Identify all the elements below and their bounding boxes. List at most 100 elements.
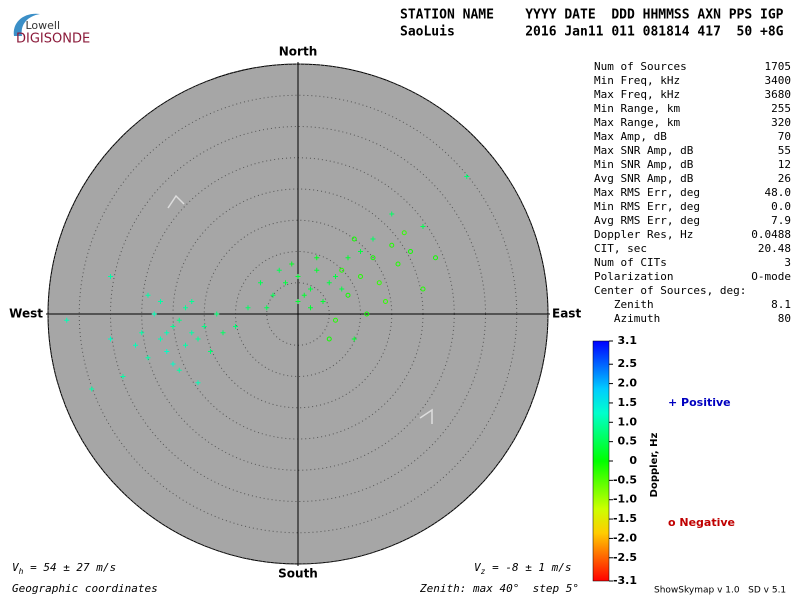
legend-entry: o Negative: [668, 516, 735, 529]
zenith-label: Zenith: max 40° step 5°: [419, 582, 579, 595]
stat-label: Avg SNR Amp, dB: [594, 172, 694, 185]
positive-source: [189, 299, 195, 304]
negative-source: [401, 230, 407, 236]
colorbar-tick-label: 3.1: [618, 334, 638, 347]
positive-source: [183, 305, 188, 311]
negative-source: [389, 242, 395, 248]
direction-label: West: [9, 307, 43, 321]
direction-label: East: [552, 307, 581, 321]
sub: h: [19, 567, 24, 576]
positive-source: [195, 336, 201, 342]
negative-source: [364, 311, 370, 317]
positive-source: [345, 255, 351, 261]
stat-label: Center of Sources, deg:: [594, 284, 746, 297]
arrow-decoration: [419, 408, 433, 424]
positive-source: [64, 317, 70, 323]
direction-label: North: [279, 45, 317, 59]
positive-source: [389, 211, 395, 217]
negative-source: [326, 336, 332, 342]
positive-source: [314, 255, 320, 261]
colorbar-tick-label: -3.1: [613, 574, 637, 587]
positive-source: [314, 267, 320, 273]
stat-label: Max Freq, kHz: [594, 88, 680, 101]
negative-source: [370, 255, 376, 261]
negative-source: [358, 274, 363, 279]
positive-source: [208, 349, 213, 354]
header-line: STATION NAME YYYY DATE DDD HHMMSS AXN PP…: [400, 8, 784, 23]
colorbar-tick-label: 0.5: [618, 435, 638, 448]
vz-label: Vz = -8 ± 1 m/s: [474, 561, 572, 576]
stat-label: Min RMS Err, deg: [594, 200, 700, 213]
stat-value: 0.0488: [751, 228, 791, 241]
vh-label: Vh = 54 ± 27 m/s: [12, 561, 116, 576]
colorbar-tick-label: -1.0: [613, 493, 637, 506]
v: V: [12, 561, 20, 574]
positive-source: [164, 330, 170, 336]
positive-source: [464, 174, 470, 179]
colorbar-tick-label: 2.5: [618, 357, 638, 370]
colorbar-tick-label: 1.5: [618, 396, 638, 409]
vh-text: = 54 ± 27 m/s: [23, 561, 116, 574]
stat-label: Min Range, km: [594, 102, 680, 115]
stat-label: Zenith: [594, 298, 654, 311]
direction-label: South: [278, 567, 318, 581]
positive-source: [176, 367, 182, 373]
positive-source: [245, 305, 251, 311]
stat-label: Azimuth: [594, 312, 660, 325]
positive-source: [264, 305, 270, 311]
colorbar-tick-label: 2.0: [618, 377, 638, 390]
stat-value: 20.48: [758, 242, 791, 255]
stat-label: Max RMS Err, deg: [594, 186, 700, 199]
positive-source: [283, 280, 288, 286]
stat-value: O-mode: [751, 270, 791, 283]
stat-value: 8.1: [771, 298, 791, 311]
negative-source: [333, 317, 338, 323]
negative-source: [376, 280, 382, 286]
positive-source: [164, 349, 170, 354]
stat-label: Doppler Res, Hz: [594, 228, 693, 241]
positive-source: [170, 324, 176, 329]
version-label: ShowSkymap v 1.0 SD v 5.1: [654, 586, 786, 596]
stat-value: 7.9: [771, 214, 791, 227]
positive-source: [145, 355, 151, 361]
stat-value: 255: [771, 102, 791, 115]
stat-value: 320: [771, 116, 791, 129]
stat-value: 3680: [765, 88, 792, 101]
positive-source: [120, 374, 126, 379]
stat-value: 3: [784, 256, 791, 269]
colorbar-tick-label: -2.5: [613, 551, 637, 564]
positive-source: [176, 317, 182, 323]
positive-source: [201, 324, 207, 329]
colorbar-tick-label: 0: [629, 454, 637, 467]
positive-source: [170, 361, 176, 367]
positive-source: [276, 267, 282, 273]
positive-source: [351, 336, 357, 342]
positive-source: [301, 292, 307, 298]
stat-value: 70: [778, 130, 791, 143]
colorbar-tick-label: -0.5: [613, 473, 637, 486]
stat-value: 55: [778, 144, 791, 157]
negative-source: [395, 261, 401, 267]
stat-label: Polarization: [594, 270, 673, 283]
positive-source: [133, 342, 138, 348]
negative-source: [345, 292, 351, 298]
positive-source: [139, 330, 145, 336]
logo-top: Lowell: [25, 19, 60, 32]
negative-source: [408, 249, 413, 254]
stat-value: 0.0: [771, 200, 791, 213]
positive-source: [89, 386, 95, 392]
positive-source: [308, 305, 313, 311]
stat-label: Num of Sources: [594, 60, 687, 73]
stat-value: 48.0: [765, 186, 792, 199]
positive-source: [195, 380, 201, 386]
positive-source: [145, 292, 151, 298]
positive-source: [220, 330, 226, 336]
colorbar-tick-label: 1.0: [618, 415, 638, 428]
negative-source: [339, 267, 345, 273]
stat-value: 3400: [765, 74, 792, 87]
positive-source: [295, 299, 301, 304]
positive-source: [158, 299, 163, 304]
colorbar: [592, 340, 610, 582]
positive-source: [108, 274, 113, 279]
stat-label: Min Freq, kHz: [594, 74, 680, 87]
